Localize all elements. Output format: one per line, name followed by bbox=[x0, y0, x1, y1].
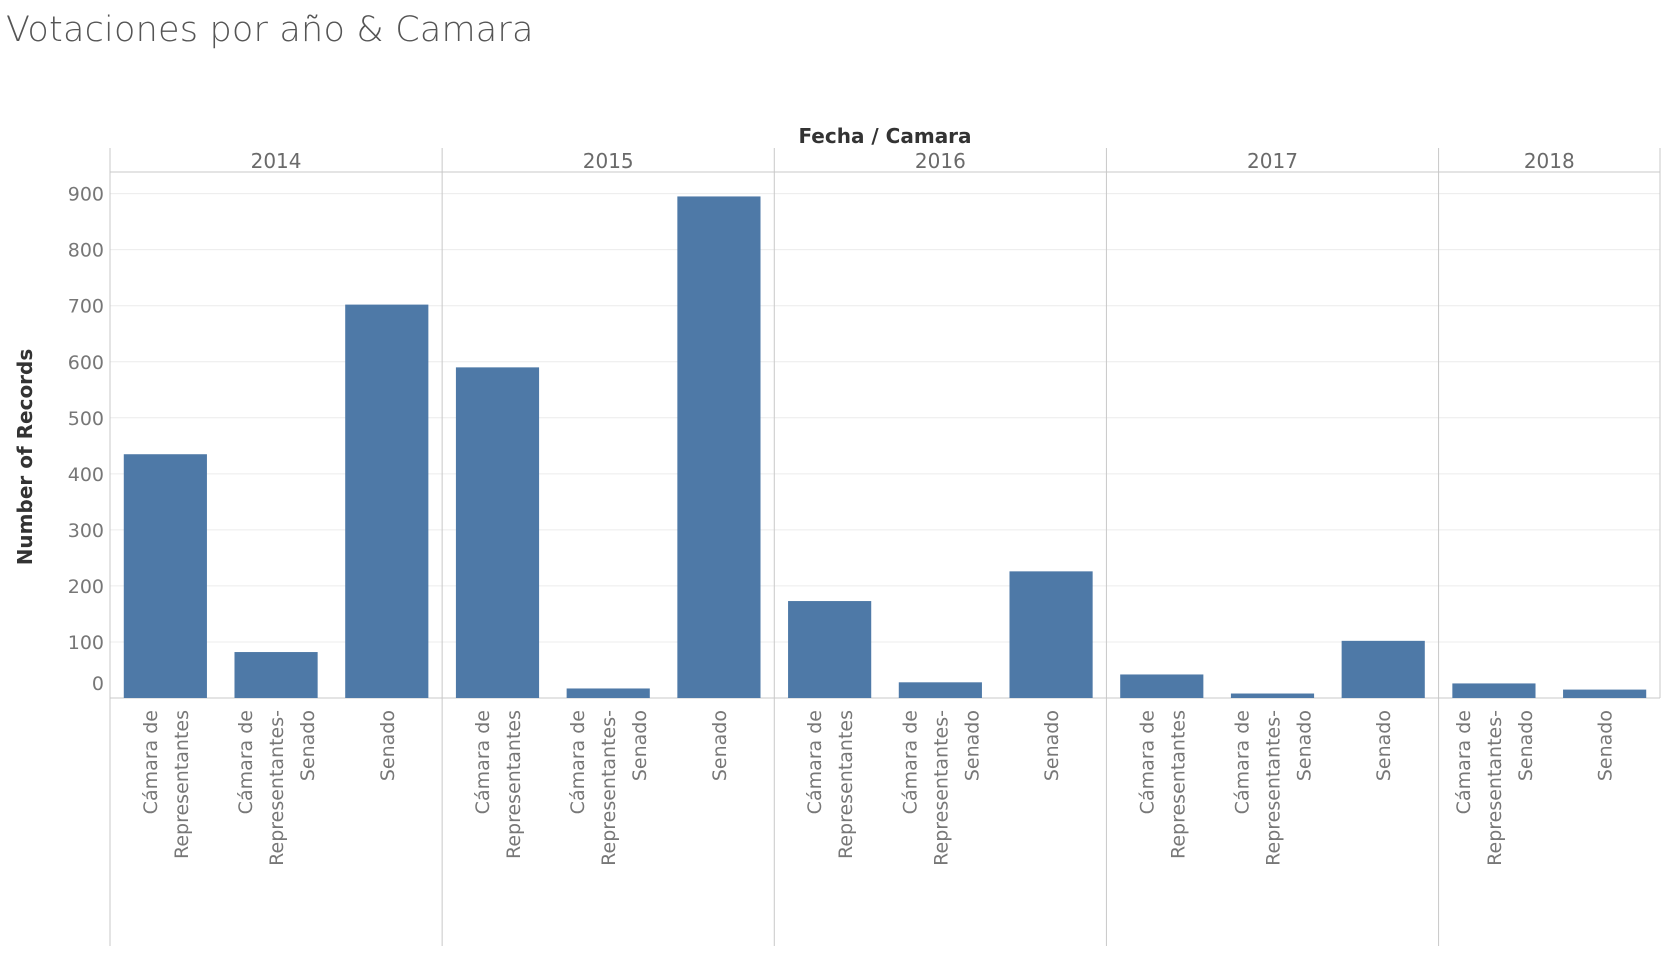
bar-2016-1 bbox=[788, 601, 872, 698]
year-header-2017: 2017 bbox=[1247, 149, 1298, 173]
y-tick-label: 800 bbox=[68, 240, 104, 262]
category-label: Senado bbox=[709, 710, 731, 781]
category-label: Senado bbox=[1041, 710, 1063, 781]
bar-2015-3 bbox=[677, 196, 761, 698]
year-header-2014: 2014 bbox=[251, 149, 302, 173]
bar-2014-1 bbox=[123, 454, 207, 698]
category-label: Cámara de Representantes- Senado bbox=[1232, 710, 1316, 866]
year-header-2018: 2018 bbox=[1524, 149, 1575, 173]
bar-2015-2 bbox=[566, 688, 650, 698]
y-tick-label: 100 bbox=[68, 632, 104, 654]
y-tick-label: 300 bbox=[68, 520, 104, 542]
category-label: Cámara de Representantes bbox=[140, 710, 193, 859]
chart-frame bbox=[109, 148, 1661, 946]
category-label: Senado bbox=[1595, 710, 1617, 781]
gridlines bbox=[110, 193, 1660, 643]
chart-title: Votaciones por año & Camara bbox=[6, 10, 534, 50]
bar-2014-2 bbox=[234, 652, 318, 698]
y-tick-label: 600 bbox=[68, 352, 104, 374]
category-label: Senado bbox=[377, 710, 399, 781]
bar-2015-1 bbox=[455, 367, 540, 698]
bar-2018-1 bbox=[1452, 683, 1536, 698]
bar-2017-1 bbox=[1120, 674, 1204, 698]
bar-2016-3 bbox=[1009, 571, 1093, 698]
bar-2017-3 bbox=[1341, 640, 1425, 698]
bars bbox=[123, 196, 1647, 698]
bar-2016-2 bbox=[898, 682, 982, 698]
y-tick-label: 200 bbox=[68, 576, 104, 598]
y-tick-label: 500 bbox=[68, 408, 104, 430]
bar-2017-2 bbox=[1230, 693, 1315, 698]
category-label: Cámara de Representantes- Senado bbox=[567, 710, 651, 866]
year-header-2015: 2015 bbox=[583, 149, 634, 173]
category-label: Cámara de Representantes bbox=[1136, 710, 1189, 859]
y-tick-label: 700 bbox=[68, 296, 104, 318]
bar-2014-3 bbox=[345, 304, 429, 698]
column-header-title: Fecha / Camara bbox=[798, 124, 971, 148]
category-label: Cámara de Representantes- Senado bbox=[235, 710, 319, 866]
y-axis-title: Number of Records bbox=[13, 349, 37, 566]
category-label: Cámara de Representantes- Senado bbox=[899, 710, 983, 866]
category-label: Cámara de Representantes bbox=[804, 710, 857, 859]
category-label: Cámara de Representantes bbox=[472, 710, 525, 859]
year-header-2016: 2016 bbox=[915, 149, 966, 173]
y-tick-label: 0 bbox=[92, 673, 104, 695]
bar-2018-2 bbox=[1563, 689, 1647, 698]
labels: 0 100 200 300 400 500 600 700 800 900 2014 Cámara d… bbox=[68, 149, 1617, 866]
y-tick-label: 900 bbox=[68, 184, 104, 206]
y-tick-label: 400 bbox=[68, 464, 104, 486]
category-label: Senado bbox=[1373, 710, 1395, 781]
category-label: Cámara de Representantes- Senado bbox=[1453, 710, 1537, 866]
